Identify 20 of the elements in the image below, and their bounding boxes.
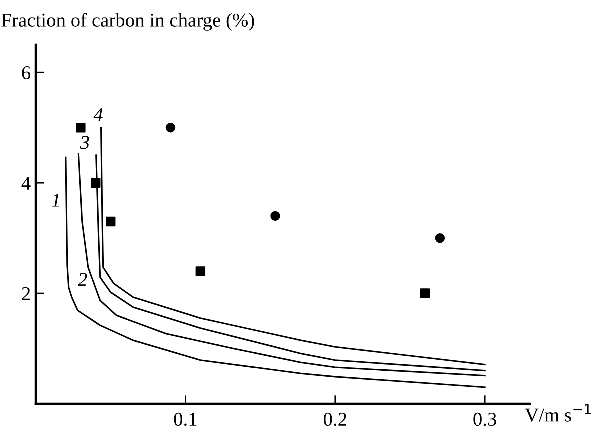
y-axis-title: Fraction of carbon in charge (%) (2, 13, 254, 31)
point (76, 122, 86, 133)
x-axis-title: V/m s$^{−1}$ (525, 404, 591, 422)
series-label: 1 (52, 194, 59, 207)
point (91, 178, 101, 188)
point (270, 211, 280, 222)
series-label: 4 (94, 108, 103, 122)
x-tick-label: 0.2 (324, 412, 346, 426)
point (166, 122, 176, 133)
point (106, 216, 116, 227)
x-tick-label: 0.3 (474, 412, 496, 426)
point (420, 288, 430, 298)
x-tick-label: 0.1 (174, 412, 197, 426)
point (435, 233, 446, 244)
y-tick-label: 2 (22, 287, 30, 300)
point (196, 266, 206, 276)
series-label: 2 (78, 273, 88, 286)
series-label: 3 (80, 136, 90, 150)
y-tick-label: 6 (22, 66, 31, 80)
y-tick-label: 4 (22, 177, 31, 190)
